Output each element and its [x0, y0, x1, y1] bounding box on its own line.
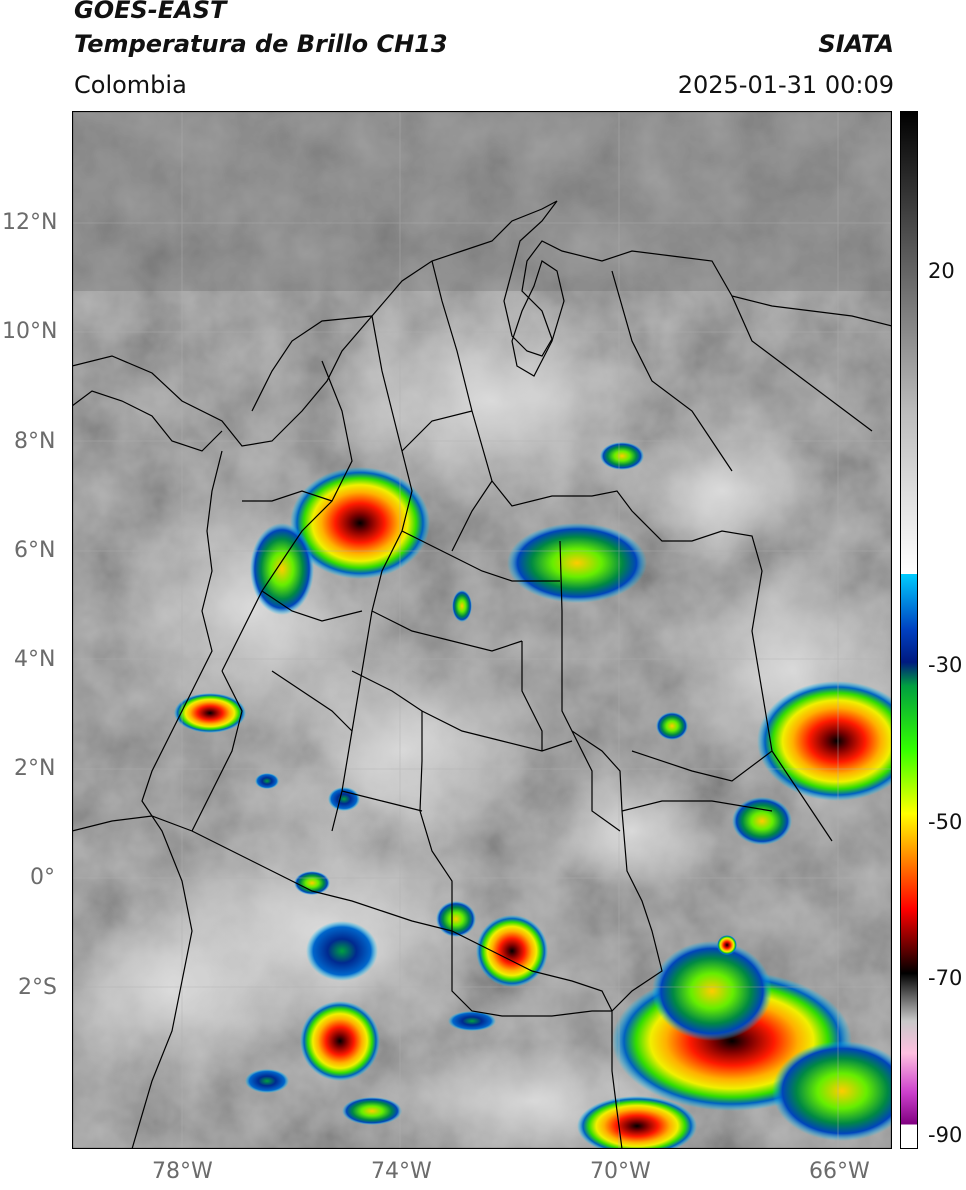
storm-cells	[174, 442, 892, 1149]
lon-label-70W: 70°W	[590, 1159, 651, 1184]
lon-label-66W: 66°W	[809, 1159, 870, 1184]
datetime-label: 2025-01-31 00:09	[677, 71, 894, 99]
lat-label-12N: 12°N	[2, 210, 58, 235]
colorbar-tick-minus50: -50	[928, 810, 963, 834]
colorbar-tick-minus70: -70	[928, 966, 963, 990]
lat-label-8N: 8°N	[14, 429, 56, 454]
colorbar-tick-20: 20	[928, 259, 955, 283]
temperature-colorbar	[900, 111, 918, 1149]
lat-label-2N: 2°N	[14, 756, 56, 781]
satellite-title: GOES-EAST	[74, 0, 227, 24]
product-title: Temperatura de Brillo CH13	[74, 30, 448, 58]
satellite-map	[72, 111, 892, 1149]
lat-label-10N: 10°N	[2, 319, 58, 344]
lat-label-equator: 0°	[30, 865, 55, 890]
colorbar-tick-minus90: -90	[928, 1123, 963, 1147]
lon-label-78W: 78°W	[152, 1159, 213, 1184]
agency-label: SIATA	[818, 30, 894, 58]
lat-label-2S: 2°S	[18, 975, 57, 1000]
boundaries	[72, 200, 892, 1149]
colorbar-tick-minus30: -30	[928, 653, 963, 677]
lon-label-74W: 74°W	[371, 1159, 432, 1184]
lat-label-4N: 4°N	[14, 647, 56, 672]
lat-label-6N: 6°N	[14, 538, 56, 563]
region-label: Colombia	[74, 71, 187, 99]
